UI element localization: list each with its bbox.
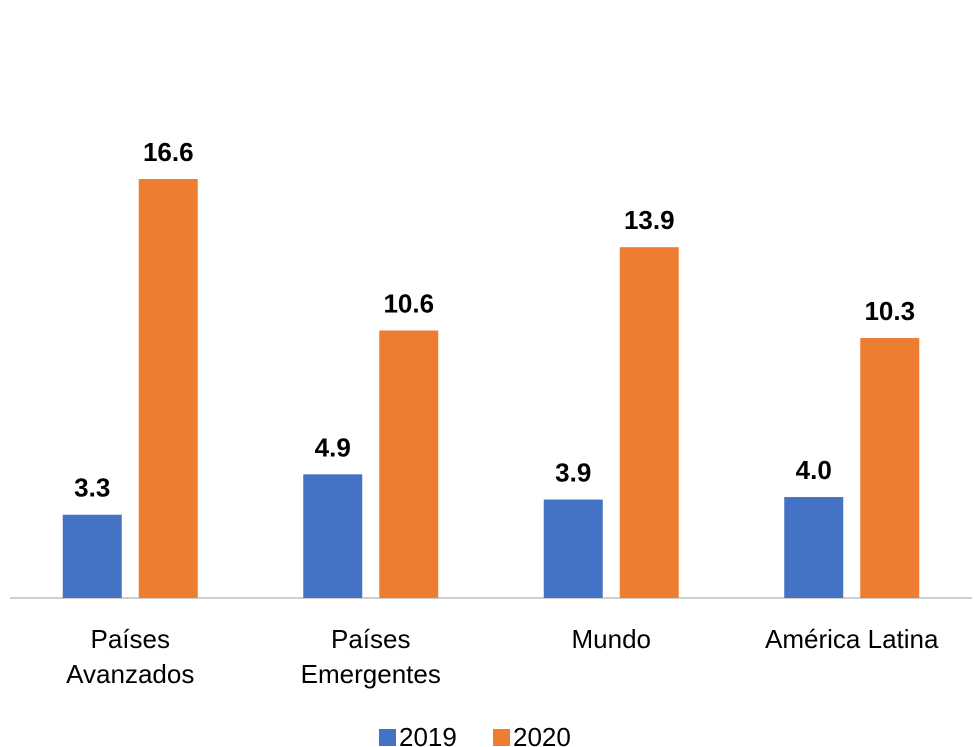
bar (543, 499, 603, 598)
data-label: 13.9 (624, 205, 675, 235)
legend-label: 2020 (513, 722, 571, 747)
bar (379, 330, 439, 598)
legend-swatch (493, 729, 510, 746)
bar (138, 179, 198, 599)
x-tick-label: Mundo (571, 624, 652, 654)
bar (784, 497, 844, 598)
bar (62, 514, 122, 598)
bar (860, 338, 920, 598)
bar (303, 474, 363, 598)
data-label: 10.6 (383, 288, 434, 318)
x-tick-label: América Latina (765, 624, 939, 654)
data-label: 3.9 (555, 458, 591, 488)
bar (619, 247, 679, 598)
data-label: 4.9 (315, 432, 351, 462)
legend-label: 2019 (399, 722, 457, 747)
data-label: 16.6 (143, 137, 194, 167)
legend-swatch (379, 729, 396, 746)
x-tick-label: Países Avanzados (66, 624, 195, 689)
data-label: 4.0 (796, 455, 832, 485)
data-label: 3.3 (74, 473, 110, 503)
x-tick-label: Países Emergentes (300, 624, 441, 689)
data-label: 10.3 (864, 296, 915, 326)
